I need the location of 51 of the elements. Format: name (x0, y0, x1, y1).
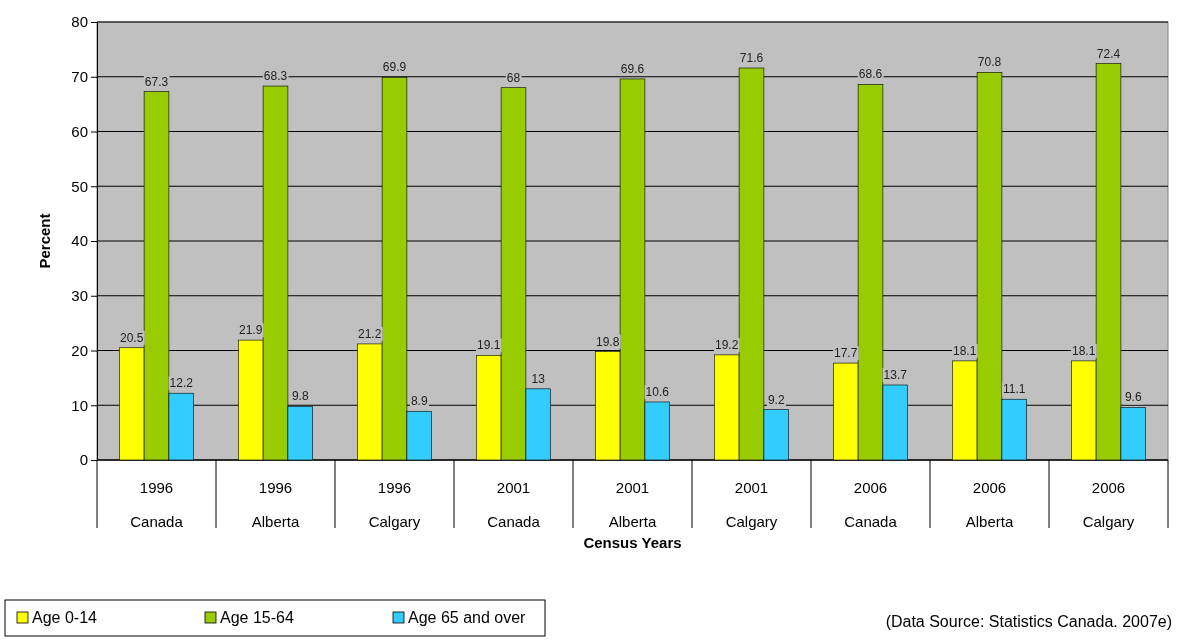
data-label: 68.6 (858, 67, 883, 82)
x-tick-label: 2006 Alberta (965, 479, 1014, 530)
data-label: 13 (531, 371, 546, 386)
y-axis-title: Percent (36, 213, 53, 269)
legend-label: Age 15-64 (220, 609, 294, 626)
data-label: 19.8 (596, 334, 620, 349)
data-label: 9.2 (767, 392, 785, 407)
data-label: 71.6 (739, 50, 764, 65)
data-label: 19.2 (715, 337, 739, 352)
data-label: 19.1 (477, 338, 501, 353)
data-label: 68 (506, 70, 521, 85)
data-label: 20.5 (120, 330, 144, 345)
legend-label: Age 0-14 (32, 609, 98, 626)
data-label: 17.7 (834, 346, 858, 361)
data-label: 11.1 (1003, 382, 1026, 397)
data-label: 67.3 (144, 74, 169, 89)
y-tick-label: 40 (71, 232, 88, 250)
data-label: 13.7 (883, 367, 908, 382)
y-tick-label: 10 (71, 396, 88, 414)
y-tick-label: 60 (71, 122, 88, 140)
x-tick-label: 2006 Calgary (1082, 479, 1135, 530)
data-label: 8.9 (410, 394, 428, 409)
data-label: 18.1 (1072, 343, 1096, 358)
x-tick-label: 2006 Canada (844, 479, 898, 530)
x-tick-label: 1996 Alberta (251, 479, 300, 530)
y-tick-label: 50 (71, 177, 88, 195)
legend-label: Age 65 and over (408, 609, 527, 626)
y-tick-label: 70 (71, 68, 88, 86)
data-label: 10.6 (645, 384, 670, 399)
y-tick-label: 20 (71, 341, 88, 359)
x-tick-label: 1996 Canada (130, 479, 184, 530)
data-label: 69.9 (382, 60, 407, 75)
y-tick-label: 30 (71, 287, 88, 305)
x-tick-label: 2001 Alberta (608, 479, 657, 530)
data-label: 70.8 (977, 55, 1002, 70)
y-tick-label: 0 (79, 451, 88, 469)
data-label: 72.4 (1096, 46, 1121, 61)
data-label: 9.6 (1124, 390, 1142, 405)
data-label: 21.9 (239, 323, 263, 338)
data-label: 68.3 (263, 69, 288, 84)
x-axis-title: Census Years (583, 534, 682, 551)
data-label: 12.2 (169, 376, 194, 391)
data-label: 69.6 (620, 61, 645, 76)
y-tick-label: 80 (71, 13, 88, 31)
data-label: 9.8 (291, 389, 309, 404)
data-label: 21.2 (358, 326, 382, 341)
data-label: 18.1 (953, 343, 977, 358)
x-tick-label: 1996 Calgary (368, 479, 421, 530)
x-tick-label: 2001 Calgary (725, 479, 778, 530)
x-tick-label: 2001 Canada (487, 479, 541, 530)
text: (Data Source: Statistics Canada. 2007e) (885, 613, 1172, 630)
